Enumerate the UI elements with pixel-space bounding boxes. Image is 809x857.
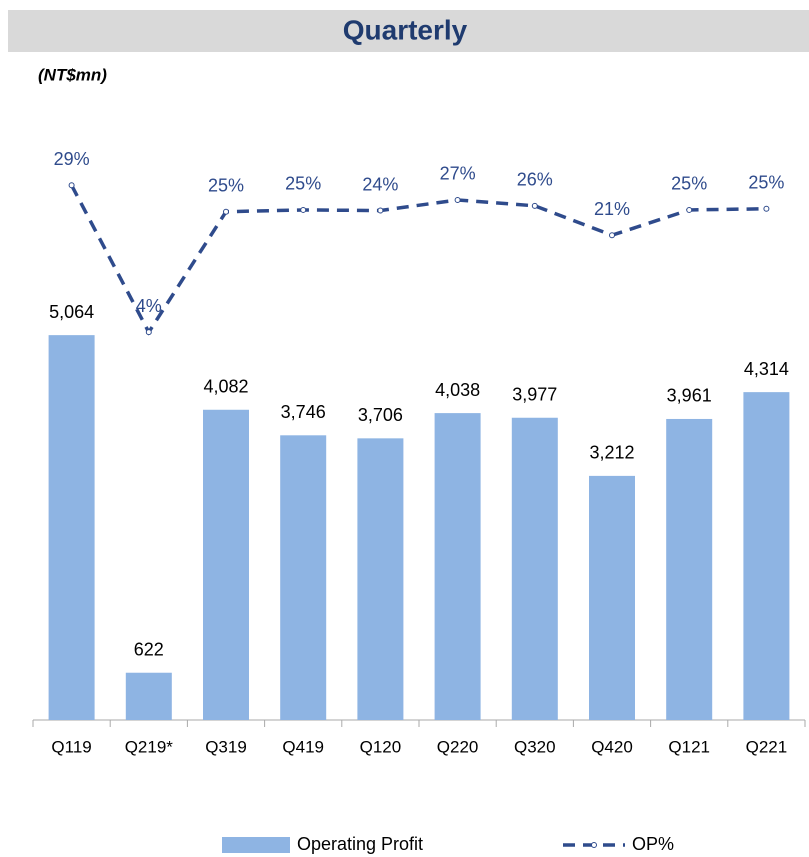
data-label: 25% bbox=[208, 175, 244, 195]
bar bbox=[280, 435, 327, 720]
x-tick-label: Q320 bbox=[514, 737, 556, 756]
data-label: 3,746 bbox=[281, 402, 326, 422]
line-marker bbox=[223, 208, 229, 215]
bar bbox=[203, 409, 249, 720]
x-tick-label: Q220 bbox=[437, 737, 479, 756]
x-tick-label: Q221 bbox=[746, 737, 788, 756]
bar bbox=[589, 475, 635, 720]
line-marker bbox=[68, 182, 75, 189]
x-tick-label: Q119 bbox=[51, 737, 91, 756]
x-tick-label: Q120 bbox=[360, 737, 402, 756]
x-tick-label: Q219* bbox=[125, 737, 174, 756]
legend-marker bbox=[591, 842, 597, 848]
bar bbox=[48, 335, 95, 720]
data-label: 3,706 bbox=[358, 405, 403, 425]
x-tick-label: Q121 bbox=[668, 737, 710, 756]
legend-label: Operating Profit bbox=[297, 834, 423, 854]
data-label: 622 bbox=[134, 639, 164, 659]
data-label: 27% bbox=[440, 164, 476, 184]
bar bbox=[357, 438, 404, 720]
line-marker bbox=[531, 202, 538, 209]
line-marker bbox=[377, 207, 384, 214]
data-label: 25% bbox=[285, 174, 321, 194]
data-label: 5,064 bbox=[49, 302, 94, 322]
data-label: 4,038 bbox=[435, 380, 480, 400]
line-marker bbox=[145, 329, 152, 336]
line-marker bbox=[454, 196, 461, 203]
data-label: 24% bbox=[362, 174, 398, 194]
data-label: 21% bbox=[594, 199, 630, 219]
data-label: 3,212 bbox=[589, 443, 634, 463]
data-label: 3,961 bbox=[667, 386, 712, 406]
data-label: 25% bbox=[671, 174, 707, 194]
data-label: 25% bbox=[748, 173, 784, 193]
line-marker bbox=[763, 205, 770, 212]
line-marker bbox=[609, 232, 615, 239]
data-label: 3,977 bbox=[512, 384, 557, 404]
data-label: 26% bbox=[517, 170, 553, 190]
x-tick-label: Q420 bbox=[591, 737, 633, 756]
line-marker bbox=[300, 206, 307, 213]
chart-title: Quarterly bbox=[343, 14, 468, 45]
legend-swatch bbox=[222, 837, 290, 853]
line bbox=[70, 184, 767, 336]
bar bbox=[125, 672, 172, 720]
bar bbox=[743, 392, 790, 720]
data-label: 4% bbox=[136, 296, 162, 316]
bar bbox=[434, 413, 481, 720]
title-banner bbox=[8, 10, 809, 52]
bar bbox=[666, 418, 713, 720]
line-marker bbox=[686, 206, 693, 213]
x-tick-label: Q319 bbox=[205, 737, 247, 756]
data-label: 29% bbox=[54, 149, 90, 169]
data-label: 4,314 bbox=[744, 359, 789, 379]
bar bbox=[511, 417, 558, 720]
unit-label: (NT$mn) bbox=[38, 65, 107, 84]
data-label: 4,082 bbox=[203, 377, 248, 397]
legend-label: OP% bbox=[632, 834, 674, 854]
x-tick-label: Q419 bbox=[282, 737, 324, 756]
